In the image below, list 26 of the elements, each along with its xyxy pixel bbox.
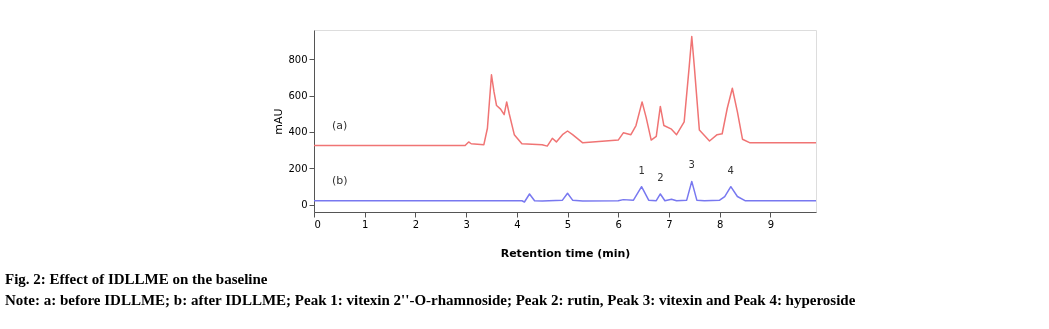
- x-tick-label: 0: [314, 218, 321, 230]
- y-tick-label: 800: [288, 53, 308, 65]
- y-tick-label: 400: [288, 126, 308, 138]
- x-tick-label: 1: [362, 218, 369, 230]
- y-axis-title: mAU: [272, 108, 286, 135]
- series-label: (b): [332, 173, 348, 187]
- annotation: 3: [688, 159, 695, 171]
- x-tick-label: 9: [767, 218, 775, 230]
- annotation: 4: [727, 164, 734, 176]
- y-tick-label: 0: [301, 199, 308, 211]
- x-tick-label: 3: [463, 218, 470, 230]
- line-series: [313, 35, 817, 147]
- y-tick-label: 200: [288, 162, 308, 174]
- x-tick-label: 2: [412, 218, 420, 230]
- text: Fig. 2: Effect of IDLLME on the baseline: [5, 271, 268, 287]
- y-tick-label: 600: [288, 90, 308, 102]
- x-tick-label: 6: [615, 218, 622, 230]
- annotation: 1: [638, 164, 645, 176]
- x-tick-label: 8: [716, 218, 724, 230]
- x-tick-label: 7: [666, 218, 673, 230]
- text: Note: a: before IDLLME; b: after IDLLME; Peak 1: vitexin 2''-O-rhamnoside; Peak 2: rutin, Peak 3: vitexin and Peak 4: hyperoside: [5, 292, 856, 308]
- x-tick-label: 5: [564, 218, 572, 230]
- annotation: 2: [657, 171, 664, 183]
- x-axis-title: Retention time (min): [500, 246, 631, 260]
- x-tick-label: 4: [514, 218, 521, 230]
- series-label: (a): [332, 118, 348, 132]
